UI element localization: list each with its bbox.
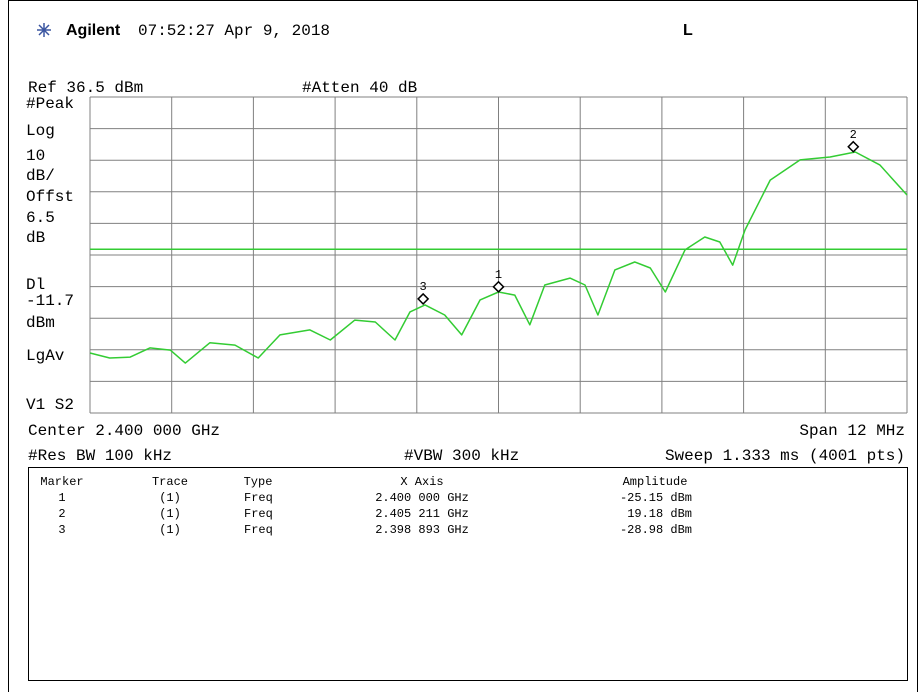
side-label: dB bbox=[26, 229, 45, 247]
table-cell: Freq bbox=[244, 507, 273, 521]
agilent-logo bbox=[37, 23, 51, 37]
vbw: #VBW 300 kHz bbox=[404, 447, 519, 465]
side-label: 6.5 bbox=[26, 209, 55, 227]
screen-frame bbox=[8, 0, 918, 692]
table-cell: Freq bbox=[244, 491, 273, 505]
table-cell: (1) bbox=[159, 491, 181, 505]
table-cell: 19.18 dBm bbox=[627, 507, 692, 521]
table-header: Marker bbox=[40, 475, 83, 489]
side-label: 10 bbox=[26, 147, 45, 165]
table-cell: 3 bbox=[58, 523, 65, 537]
indicator: L bbox=[683, 22, 693, 39]
table-cell: (1) bbox=[159, 507, 181, 521]
graticule bbox=[89, 96, 908, 414]
attenuation: #Atten 40 dB bbox=[302, 79, 417, 97]
span: Span 12 MHz bbox=[799, 422, 905, 440]
table-header: X Axis bbox=[400, 475, 443, 489]
side-label: Log bbox=[26, 122, 55, 140]
side-label: V1 S2 bbox=[26, 396, 74, 414]
side-label: Offst bbox=[26, 188, 74, 206]
timestamp: 07:52:27 Apr 9, 2018 bbox=[138, 22, 330, 40]
table-header: Type bbox=[244, 475, 273, 489]
table-cell: (1) bbox=[159, 523, 181, 537]
marker-number: 2 bbox=[850, 128, 857, 142]
table-cell: 2.405 211 GHz bbox=[375, 507, 469, 521]
display-line-label: -11.7 bbox=[26, 292, 74, 310]
marker-table-box bbox=[28, 467, 908, 681]
ref-level: Ref 36.5 dBm bbox=[28, 79, 143, 97]
brand: Agilent bbox=[66, 22, 121, 39]
table-cell: -28.98 dBm bbox=[620, 523, 692, 537]
table-header: Trace bbox=[152, 475, 188, 489]
marker-diamond bbox=[492, 280, 505, 293]
marker-number: 1 bbox=[495, 268, 502, 282]
side-label: #Peak bbox=[26, 95, 74, 113]
res-bw: #Res BW 100 kHz bbox=[28, 447, 172, 465]
side-label: dBm bbox=[26, 314, 55, 332]
sweep: Sweep 1.333 ms (4001 pts) bbox=[665, 447, 905, 465]
side-label: Dl bbox=[26, 276, 45, 294]
table-cell: Freq bbox=[244, 523, 273, 537]
trace bbox=[89, 151, 908, 364]
table-cell: -25.15 dBm bbox=[620, 491, 692, 505]
table-cell: 2 bbox=[58, 507, 65, 521]
table-header: Amplitude bbox=[623, 475, 688, 489]
marker-diamond bbox=[417, 292, 430, 305]
table-cell: 1 bbox=[58, 491, 65, 505]
side-label: dB/ bbox=[26, 167, 55, 185]
table-cell: 2.400 000 GHz bbox=[375, 491, 469, 505]
marker-diamond bbox=[847, 140, 860, 153]
side-label: LgAv bbox=[26, 347, 65, 365]
table-cell: 2.398 893 GHz bbox=[375, 523, 469, 537]
marker-number: 3 bbox=[420, 280, 427, 294]
center-frequency: Center 2.400 000 GHz bbox=[28, 422, 220, 440]
